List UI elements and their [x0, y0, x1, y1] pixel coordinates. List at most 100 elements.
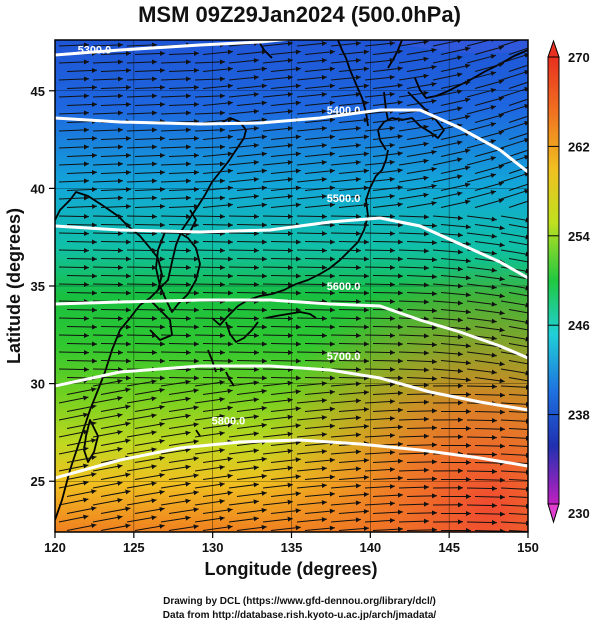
wind-vector — [508, 394, 528, 397]
wind-vector — [466, 54, 497, 64]
wind-vector — [126, 214, 158, 219]
wind-vector — [228, 282, 260, 287]
wind-vector — [100, 324, 132, 330]
wind-vector — [296, 265, 328, 270]
wind-vector — [398, 90, 429, 98]
wind-vector — [262, 431, 293, 438]
wind-vector — [440, 63, 471, 72]
wind-vector — [160, 515, 191, 523]
wind-vector — [66, 204, 98, 209]
wind-vector — [194, 195, 226, 201]
wind-vector — [100, 222, 132, 228]
wind-vector — [432, 72, 463, 81]
wind-vector — [330, 367, 362, 372]
wind-vector — [126, 195, 158, 201]
wind-vector — [262, 516, 293, 523]
wind-vector — [440, 199, 471, 208]
wind-vector — [508, 64, 528, 72]
wind-vector — [202, 341, 234, 347]
wind-vector — [92, 231, 124, 236]
wind-vector — [440, 97, 471, 106]
wind-vector — [304, 239, 336, 245]
wind-vector — [330, 75, 361, 81]
wind-vector — [338, 407, 369, 412]
wind-vector — [364, 193, 395, 200]
wind-vector — [160, 447, 191, 455]
wind-vector — [398, 141, 429, 149]
x-tick-label: 120 — [44, 540, 66, 555]
wind-vector — [304, 168, 335, 174]
wind-vector — [202, 100, 233, 106]
wind-vector — [364, 450, 395, 455]
wind-vector — [100, 153, 132, 158]
wind-vector — [474, 79, 505, 89]
wind-vector — [92, 316, 124, 321]
wind-vector — [202, 239, 234, 245]
wind-vector — [160, 498, 191, 506]
wind-vector — [270, 49, 301, 55]
wind-vector — [372, 526, 404, 532]
wind-vector — [330, 41, 361, 47]
wind-vector — [134, 290, 166, 296]
wind-vector — [58, 497, 89, 506]
wind-vector — [194, 93, 226, 99]
colorbar-tick-label: 262 — [568, 139, 590, 154]
wind-vector — [500, 70, 528, 81]
wind-vector — [270, 222, 302, 228]
wind-vector — [500, 401, 528, 407]
wind-vector — [440, 165, 471, 174]
wind-vector — [236, 49, 267, 55]
wind-vector — [296, 92, 327, 98]
wind-vector — [440, 182, 471, 191]
wind-vector — [432, 249, 463, 255]
wind-vector — [372, 256, 404, 262]
wind-vector — [228, 92, 259, 98]
wind-vector — [202, 256, 234, 262]
wind-vector — [500, 486, 528, 492]
wind-vector — [134, 404, 165, 412]
wind-vector — [194, 431, 225, 438]
wind-vector — [58, 93, 90, 99]
wind-vector — [296, 126, 327, 132]
wind-vector — [202, 375, 234, 381]
wind-vector — [126, 447, 157, 455]
wind-vector — [100, 421, 131, 429]
wind-vector — [126, 333, 158, 338]
wind-vector — [432, 191, 463, 200]
wind-vector — [262, 265, 294, 270]
wind-vector — [262, 414, 293, 421]
wind-vector — [296, 282, 328, 287]
wind-vector — [432, 106, 463, 115]
wind-vector — [364, 214, 396, 219]
wind-vector — [202, 66, 233, 72]
wind-vector — [338, 66, 369, 72]
wind-vector — [270, 341, 302, 347]
wind-vector — [466, 300, 497, 307]
wind-vector — [228, 431, 259, 438]
wind-vector — [432, 89, 463, 98]
wind-vector — [100, 341, 132, 347]
wind-vector — [304, 256, 336, 262]
wind-vector — [474, 409, 506, 415]
wind-vector — [296, 483, 327, 489]
wind-vector — [406, 408, 438, 414]
wind-vector — [364, 40, 395, 47]
contour-label: 5300.0 — [78, 45, 112, 57]
wind-vector — [262, 41, 293, 47]
wind-vector — [66, 341, 98, 347]
wind-vector — [194, 499, 225, 506]
wind-vector — [100, 523, 131, 531]
height-contours — [55, 40, 528, 480]
wind-vector — [466, 156, 497, 166]
wind-vector — [262, 109, 293, 115]
wind-vector — [270, 290, 302, 296]
wind-vector — [228, 448, 259, 455]
wind-vector — [262, 333, 294, 338]
wind-vector — [372, 185, 403, 191]
wind-vector — [330, 483, 361, 489]
wind-vector — [202, 117, 233, 123]
wind-vector — [58, 514, 89, 523]
wind-vector — [364, 57, 395, 64]
wind-vector — [466, 317, 497, 324]
